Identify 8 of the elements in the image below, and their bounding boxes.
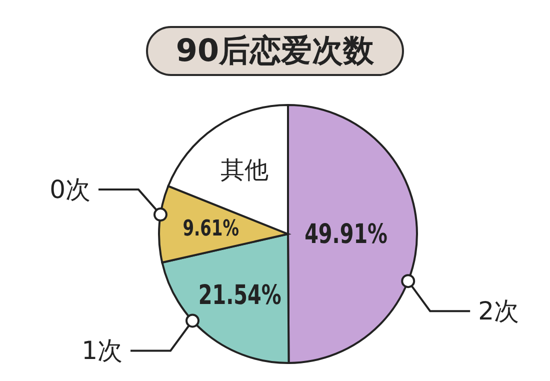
data-label: 49.91% bbox=[304, 218, 388, 250]
chart-title: 90后恋爱次数 bbox=[176, 32, 374, 71]
slice-label: 2次 bbox=[478, 296, 520, 326]
slice-label: 0次 bbox=[50, 175, 90, 204]
data-label: 9.61% bbox=[182, 214, 239, 242]
slice-label: 其他 bbox=[220, 156, 269, 184]
data-label: 21.54% bbox=[198, 278, 282, 310]
slice-label: 1次 bbox=[82, 336, 123, 366]
